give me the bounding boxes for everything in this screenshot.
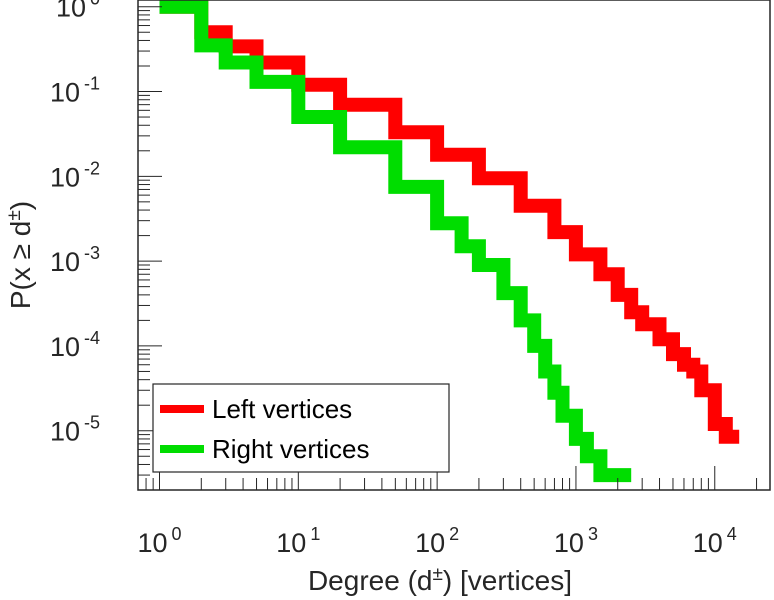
series-lines	[159, 0, 740, 483]
x-tick-label: 10 3	[554, 524, 598, 558]
series-line-right	[159, 0, 632, 483]
y-axis-label: P(x ≥ d±)	[4, 201, 37, 309]
x-tick-label: 10 0	[137, 524, 181, 558]
series-line-left	[159, 0, 740, 444]
y-tick-label: 10 -5	[50, 413, 100, 447]
legend-box	[152, 383, 450, 473]
x-tick-label: 10 2	[415, 524, 459, 558]
y-tick-label: 10 -3	[50, 243, 100, 277]
x-axis-label: Degree (d±) [vertices]	[308, 564, 572, 597]
y-tick-labels: 100 10-1 10-2 10-3 10-4 10-5	[50, 0, 100, 447]
x-tick-labels: 10 0 10 1 10 2 10 3 10 4	[137, 524, 736, 558]
y-tick-label: 100	[56, 0, 100, 23]
x-tick-label: 10 4	[693, 524, 737, 558]
legend-label-left: Left vertices	[212, 394, 352, 424]
x-tick-label: 10 1	[276, 524, 320, 558]
axis-ticks	[137, 6, 758, 491]
plot-frame	[137, 0, 771, 491]
y-tick-label: 10 -2	[50, 158, 100, 192]
y-tick-label: 10 -4	[50, 328, 100, 362]
y-tick-label: 10 -1	[50, 74, 100, 108]
legend: Left vertices Right vertices	[152, 383, 450, 473]
legend-label-right: Right vertices	[212, 434, 370, 464]
